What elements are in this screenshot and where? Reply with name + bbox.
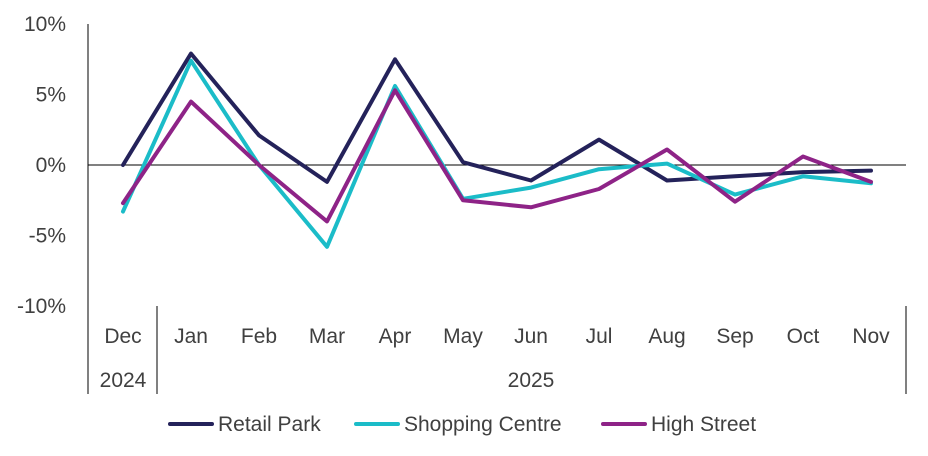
x-tick-label: Apr [379,325,412,348]
legend-label: High Street [651,413,756,436]
x-tick-label: Sep [716,325,753,348]
x-tick-label: Oct [787,325,820,348]
series-lines [121,51,873,249]
x-year-group-label: 2025 [508,369,555,392]
series-line-high-street [121,88,873,224]
series-line-retail-park [121,51,873,184]
x-tick-label: Jan [174,325,208,348]
y-tick-label: 5% [36,84,66,107]
x-tick-label: Mar [309,325,345,348]
legend-label: Shopping Centre [404,413,562,436]
series-line-shopping-centre [121,58,873,249]
x-tick-label: Jul [586,325,613,348]
y-tick-label: -10% [17,295,66,318]
y-tick-label: 0% [36,154,66,177]
y-tick-label: -5% [29,225,66,248]
chart-axes [87,24,907,394]
x-tick-label: May [443,325,483,348]
x-axis-tick-labels: Dec Jan Feb Mar Apr May Jun Jul Aug Sep Oct Nov 2024… [100,325,891,392]
x-tick-label: Aug [648,325,685,348]
x-tick-label: Nov [852,325,890,348]
chart-legend: Retail Park Shopping Centre High Street [168,413,756,436]
x-tick-label: Feb [241,325,277,348]
x-tick-label: Dec [104,325,141,348]
legend-label: Retail Park [218,413,321,436]
y-axis-tick-labels: 10% 5% 0% -5% -10% [17,13,66,318]
x-tick-label: Jun [514,325,548,348]
y-tick-label: 10% [24,13,66,36]
x-year-group-label: 2024 [100,369,147,392]
